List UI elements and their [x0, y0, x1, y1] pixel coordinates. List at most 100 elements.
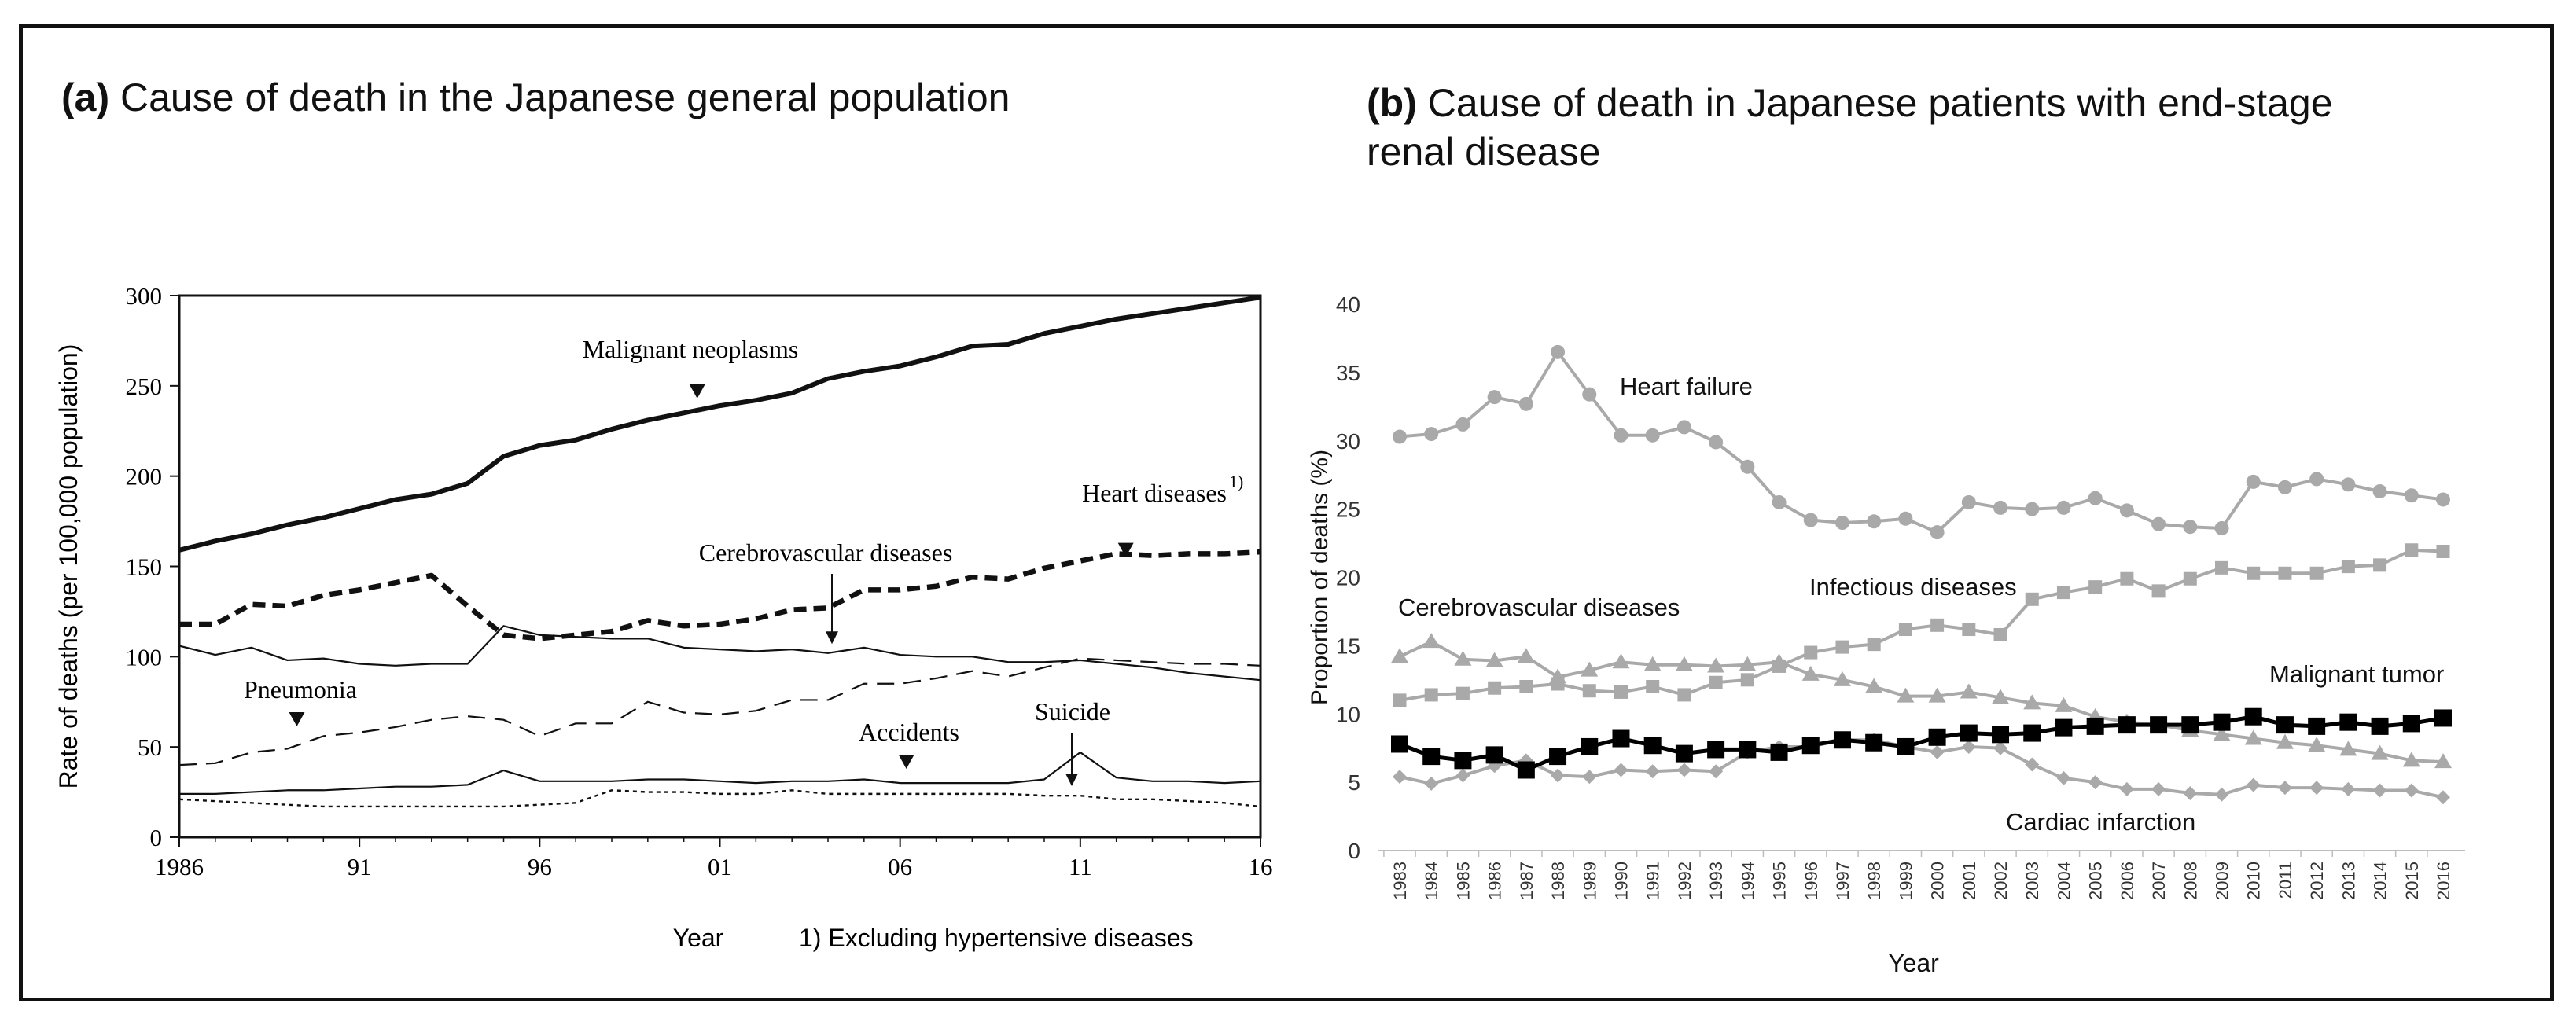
panel-b-title: (b) Cause of death in Japanese patients …: [1367, 79, 2333, 176]
marker-cardiac-infarction: [1424, 776, 1439, 791]
marker-cerebrovascular-diseases: [2371, 744, 2389, 760]
y-tick-label-a: 100: [126, 643, 163, 671]
x-tick-label-a: 06: [888, 853, 912, 880]
x-axis-label-a: Year: [673, 924, 724, 952]
marker-heart-failure: [2246, 474, 2261, 489]
marker-malignant-tumor: [1770, 743, 1788, 761]
marker-infectious-diseases: [1962, 623, 1976, 637]
marker-heart-failure: [1676, 420, 1691, 435]
series-line-malignant-tumor: [1399, 715, 2444, 772]
marker-infectious-diseases: [1772, 659, 1787, 673]
marker-heart-failure: [1582, 387, 1597, 402]
x-tick-label-b: 2006: [2118, 862, 2137, 900]
marker-infectious-diseases: [2183, 571, 2197, 586]
marker-infectious-diseases: [2025, 592, 2039, 606]
series-line-malignant-neoplasms: [178, 295, 1261, 553]
arrow-pneumonia: [289, 712, 305, 726]
marker-malignant-tumor: [2118, 716, 2136, 734]
x-tick-label-b: 1987: [1517, 862, 1536, 900]
y-axis-label-a: Rate of deaths (per 100,000 population): [54, 344, 83, 789]
marker-heart-failure: [2309, 472, 2324, 487]
y-tick-label-b: 40: [1336, 292, 1360, 317]
x-tick-label-b: 1998: [1864, 862, 1884, 900]
x-tick-label-a: 1986: [155, 853, 204, 880]
marker-cardiac-infarction: [1582, 770, 1597, 785]
marker-cardiac-infarction: [1551, 768, 1566, 783]
annotation-heart-diseases-superscript: 1): [1229, 472, 1243, 491]
figure-frame: [19, 24, 2554, 1001]
y-tick-label-b: 15: [1336, 634, 1360, 658]
marker-heart-failure: [2436, 492, 2450, 507]
marker-malignant-tumor: [1992, 726, 2010, 744]
marker-malignant-tumor: [1391, 735, 1408, 753]
marker-cardiac-infarction: [1961, 739, 1976, 754]
marker-cerebrovascular-diseases: [1643, 656, 1662, 671]
y-tick-label-b: 0: [1348, 839, 1360, 863]
marker-malignant-tumor: [2055, 718, 2073, 737]
marker-heart-failure: [1645, 428, 1660, 443]
marker-cardiac-infarction: [2183, 786, 2198, 801]
marker-cerebrovascular-diseases: [2339, 741, 2357, 756]
marker-malignant-tumor: [1485, 746, 1503, 764]
marker-cerebrovascular-diseases: [1612, 653, 1630, 669]
marker-malignant-tumor: [1833, 731, 1851, 749]
marker-malignant-tumor: [1422, 748, 1441, 766]
x-tick-label-b: 2001: [1960, 862, 1979, 900]
marker-cardiac-infarction: [2119, 781, 2134, 796]
marker-malignant-tumor: [2434, 709, 2452, 727]
marker-infectious-diseases: [2373, 558, 2387, 572]
series-line-infectious-diseases: [1399, 548, 2444, 702]
marker-cerebrovascular-diseases: [1801, 665, 1820, 681]
marker-malignant-tumor: [1581, 737, 1599, 755]
marker-infectious-diseases: [1455, 686, 1470, 700]
marker-heart-failure: [1551, 344, 1566, 359]
marker-cerebrovascular-diseases: [2023, 694, 2041, 710]
marker-infectious-diseases: [2278, 566, 2292, 580]
marker-cardiac-infarction: [1993, 741, 2008, 755]
y-tick-label-a: 150: [126, 553, 163, 581]
panel-a-title: (a) Cause of death in the Japanese gener…: [61, 73, 1010, 122]
y-tick-label-b: 10: [1336, 702, 1360, 726]
x-tick-label-b: 1983: [1390, 862, 1410, 900]
marker-infectious-diseases: [2056, 586, 2070, 600]
marker-cerebrovascular-diseases: [1454, 650, 1472, 666]
marker-malignant-tumor: [2402, 715, 2420, 733]
panel-b-title-line2: renal disease: [1367, 130, 1601, 174]
marker-cerebrovascular-diseases: [1422, 633, 1441, 649]
arrow-malignant-neoplasms: [689, 384, 705, 399]
marker-cardiac-infarction: [2341, 781, 2356, 796]
marker-heart-failure: [1930, 525, 1945, 540]
marker-malignant-tumor: [1897, 737, 1915, 755]
x-tick-label-b: 1988: [1548, 862, 1568, 900]
marker-cardiac-infarction: [1930, 744, 1945, 759]
marker-cerebrovascular-diseases: [2213, 726, 2231, 741]
marker-infectious-diseases: [2436, 544, 2450, 558]
chart-a: 0 50 100 150 200 250 300 1986 91 96 01 06 11 16 Rate o…: [54, 282, 1273, 952]
marker-cardiac-infarction: [2372, 783, 2387, 798]
marker-heart-failure: [1455, 417, 1470, 432]
annotation-cardiac-infarction: Cardiac infarction: [2006, 808, 2195, 836]
marker-malignant-tumor: [2181, 716, 2199, 734]
marker-malignant-tumor: [1675, 744, 1693, 763]
annotation-suicide: Suicide: [1035, 697, 1110, 726]
series-line-accidents: [179, 751, 1261, 795]
marker-infectious-diseases: [2088, 580, 2103, 594]
marker-malignant-tumor: [2023, 724, 2041, 742]
x-tick-label-b: 2004: [2054, 862, 2074, 900]
arrowhead-cerebrovascular-diseases: [826, 631, 838, 645]
marker-cerebrovascular-diseases: [2308, 737, 2326, 752]
marker-infectious-diseases: [1582, 684, 1596, 698]
x-tick-label-b: 2003: [2022, 862, 2042, 900]
marker-infectious-diseases: [1835, 640, 1849, 654]
marker-malignant-tumor: [1960, 724, 1978, 742]
x-tick-label-b: 2012: [2307, 862, 2327, 900]
marker-malignant-tumor: [2371, 717, 2389, 735]
marker-heart-failure: [2088, 491, 2103, 505]
marker-malignant-tumor: [1643, 737, 1662, 755]
marker-cerebrovascular-diseases: [1833, 671, 1851, 686]
y-axis-label-b: Proportion of deaths (%): [1307, 450, 1333, 705]
marker-malignant-tumor: [2213, 713, 2231, 731]
marker-malignant-tumor: [2308, 717, 2326, 735]
y-tick-label-a: 0: [150, 824, 163, 851]
marker-malignant-tumor: [1612, 729, 1630, 748]
